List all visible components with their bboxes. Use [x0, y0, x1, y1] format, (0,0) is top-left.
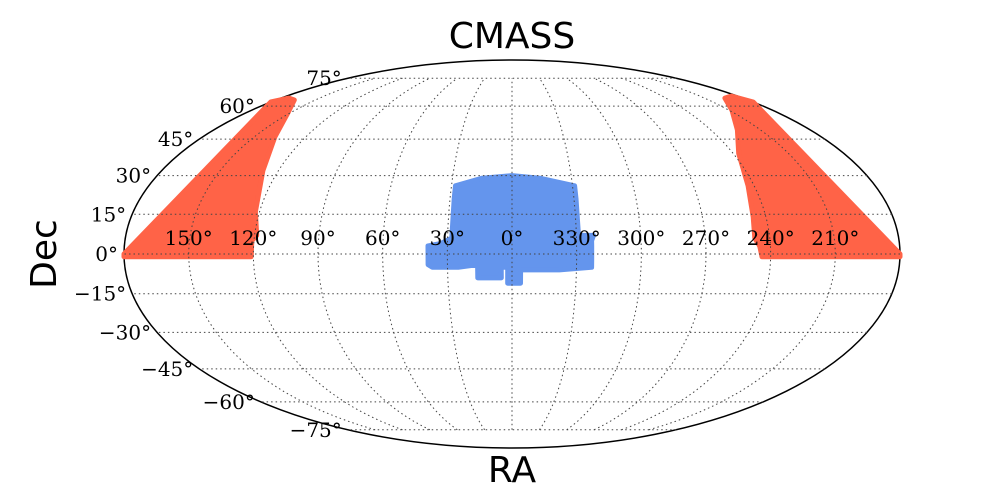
chart-title: CMASS — [449, 16, 576, 57]
x-axis-label: RA — [488, 450, 537, 491]
graticule — [124, 77, 900, 431]
dec-tick-label: 15° — [91, 202, 126, 226]
ra-tick-label: 150° — [165, 226, 213, 250]
dec-tick-label: −45° — [141, 357, 193, 381]
dec-tick-label: −15° — [74, 282, 126, 306]
ra-tick-label: 120° — [229, 226, 277, 250]
ra-tick-label: 330° — [553, 226, 601, 250]
meridian--60 — [566, 77, 642, 431]
y-axis-label: Dec — [24, 219, 65, 289]
dec-tick-label: 0° — [95, 242, 118, 266]
ra-tick-label: 270° — [682, 226, 730, 250]
survey-region-1-0 — [425, 173, 596, 286]
meridian-150 — [188, 77, 376, 431]
dec-tick-labels: 75° 60° 45° 30° 15° 0° −15° −30° −45° −60° −75° — [74, 66, 342, 442]
meridian-90 — [317, 77, 431, 431]
dec-tick-label: −30° — [99, 320, 151, 344]
dec-tick-label: −60° — [203, 390, 255, 414]
dec-tick-label: 60° — [219, 94, 254, 118]
dec-tick-label: 45° — [158, 127, 193, 151]
meridian--150 — [648, 77, 836, 431]
ra-tick-label: 240° — [747, 226, 795, 250]
survey-region-0-0 — [121, 95, 297, 260]
ra-tick-label: 210° — [811, 226, 859, 250]
ra-tick-labels: 150° 120° 90° 60° 30° 0° 330° 300° 270° 240° 210° — [165, 226, 860, 250]
dec-tick-label: 30° — [116, 164, 151, 188]
ra-tick-label: 300° — [617, 226, 665, 250]
meridian-60 — [382, 77, 458, 431]
ra-tick-label: 90° — [300, 226, 335, 250]
meridian-30 — [446, 77, 486, 431]
ra-tick-label: 0° — [501, 226, 524, 250]
survey-regions — [121, 93, 903, 286]
meridian--90 — [593, 77, 707, 431]
dec-tick-label: 75° — [306, 66, 341, 90]
ra-tick-label: 60° — [365, 226, 400, 250]
ra-tick-label: 30° — [430, 226, 465, 250]
meridian--30 — [538, 77, 578, 431]
dec-tick-label: −75° — [290, 418, 342, 442]
